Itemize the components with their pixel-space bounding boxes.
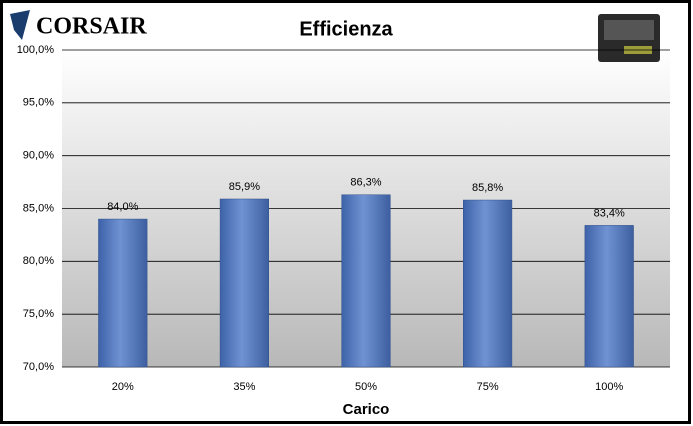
y-tick-label: 90,0% <box>23 150 54 162</box>
psu-fan <box>604 20 654 40</box>
x-tick-label: 50% <box>355 381 377 393</box>
logo-icon <box>10 10 30 40</box>
value-label: 85,9% <box>229 181 260 193</box>
x-tick-label: 35% <box>233 381 255 393</box>
brand: CORSAIR <box>36 14 147 40</box>
y-tick-label: 70,0% <box>23 361 54 373</box>
y-tick-label: 100,0% <box>17 44 55 56</box>
bar <box>463 199 513 368</box>
value-label: 84,0% <box>107 201 138 213</box>
y-tick-label: 75,0% <box>23 308 54 320</box>
x-axis-title: Carico <box>343 401 390 418</box>
x-tick-label: 20% <box>112 381 134 393</box>
bar <box>219 198 269 368</box>
y-tick-label: 85,0% <box>23 202 54 214</box>
chart-title: Efficienza <box>299 18 393 40</box>
bar <box>98 218 148 368</box>
y-tick-label: 80,0% <box>23 255 54 267</box>
x-tick-label: 75% <box>477 381 499 393</box>
product-image <box>598 14 660 62</box>
x-tick-label: 100% <box>595 381 623 393</box>
value-label: 85,8% <box>472 182 503 194</box>
bar <box>341 194 391 368</box>
value-label: 83,4% <box>594 207 625 219</box>
logo: CORSAIR <box>10 10 147 40</box>
value-label: 86,3% <box>350 177 381 189</box>
y-tick-label: 95,0% <box>23 97 54 109</box>
bar <box>584 225 634 368</box>
